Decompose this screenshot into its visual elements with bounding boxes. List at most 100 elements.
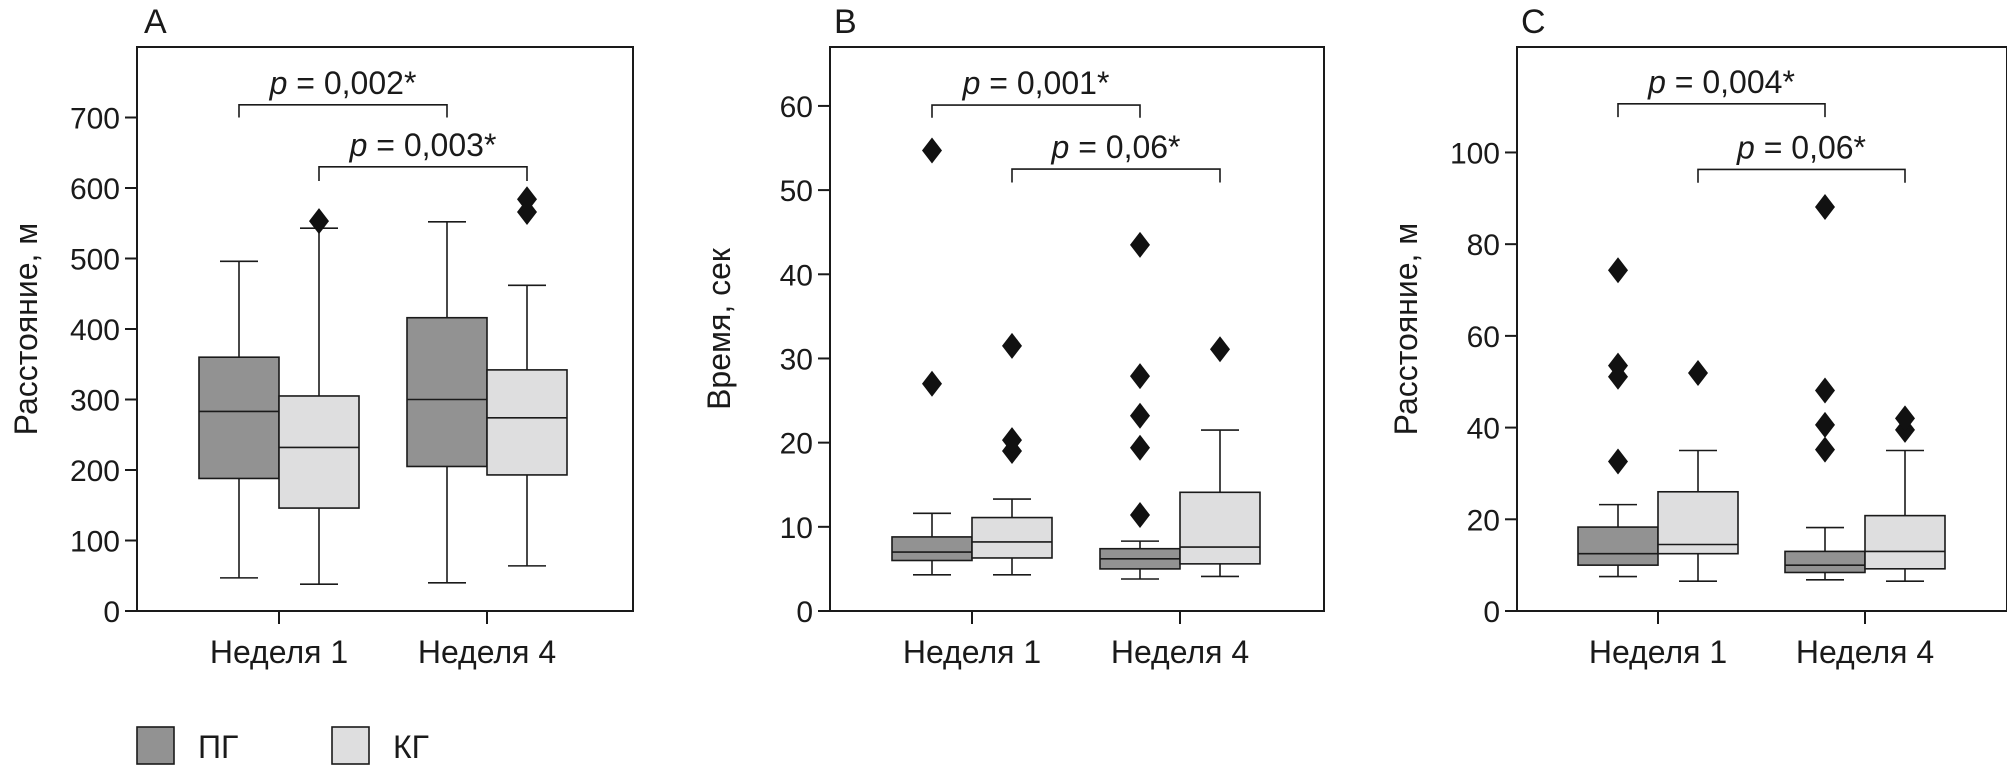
legend-label: КГ xyxy=(393,729,429,765)
y-tick-label: 0 xyxy=(103,596,120,629)
box-kg-2 xyxy=(1179,336,1261,578)
legend-swatch xyxy=(331,726,370,765)
significance-bracket xyxy=(1011,168,1221,183)
panel-letter: B xyxy=(834,3,857,41)
significance-bracket xyxy=(931,104,1141,118)
outlier-marker xyxy=(1130,231,1150,258)
outlier-marker xyxy=(1130,434,1150,461)
outlier-marker xyxy=(922,137,942,164)
box-pg-1 xyxy=(891,137,973,576)
y-tick-label: 600 xyxy=(70,173,120,206)
box-iqr xyxy=(891,536,973,562)
outlier-marker xyxy=(922,370,942,397)
p-value-label: p = 0,002* xyxy=(269,65,417,101)
y-tick-label: 200 xyxy=(70,455,120,488)
p-value-label: p = 0,004* xyxy=(1647,64,1795,100)
p-value-label: p = 0,001* xyxy=(962,65,1110,101)
y-tick-label: 100 xyxy=(1450,137,1500,170)
outlier-marker xyxy=(1608,352,1628,379)
box-iqr xyxy=(971,516,1053,559)
significance-bracket xyxy=(1697,168,1906,183)
outlier-marker xyxy=(1130,502,1150,529)
y-axis-title: Время, сек xyxy=(701,247,737,410)
box-iqr xyxy=(198,356,280,480)
y-tick-label: 700 xyxy=(70,103,120,136)
x-category-label: Неделя 4 xyxy=(418,634,556,670)
legend-item-pg: ПГ xyxy=(136,726,238,765)
y-tick-label: 50 xyxy=(780,175,813,208)
outlier-marker xyxy=(517,186,537,213)
panel-a: A 0 100 200 300 400 500 600 700 Расстояние, м Неде… xyxy=(8,3,634,670)
y-tick-label: 0 xyxy=(796,596,813,629)
y-tick-label: 40 xyxy=(780,259,813,292)
panel-c: C 0 20 40 60 80 100 Расстояние, м Неделя 1 Неделя… xyxy=(1388,3,2007,670)
panel-letter: A xyxy=(144,3,167,41)
x-category-label: Неделя 1 xyxy=(1589,634,1727,670)
box-kg-1 xyxy=(971,332,1053,576)
p-value-label: p = 0,06* xyxy=(1051,129,1181,165)
outlier-marker xyxy=(1210,336,1230,363)
box-iqr xyxy=(1784,550,1866,574)
box-iqr xyxy=(486,369,568,476)
box-kg-2 xyxy=(486,186,568,567)
p-value-label: p = 0,06* xyxy=(1736,129,1866,165)
y-tick-label: 80 xyxy=(1467,229,1500,262)
box-kg-1 xyxy=(278,208,360,586)
y-tick-label: 300 xyxy=(70,385,120,418)
panel-letter: C xyxy=(1521,3,1546,41)
box-pg-1 xyxy=(1577,257,1659,578)
plot-frame xyxy=(1516,46,2007,612)
outlier-marker xyxy=(1130,363,1150,390)
box-pg-2 xyxy=(1099,231,1181,580)
y-axis-title: Расстояние, м xyxy=(1388,223,1424,436)
y-tick-label: 40 xyxy=(1467,413,1500,446)
outlier-marker xyxy=(1002,427,1022,454)
significance-bracket xyxy=(1617,103,1826,118)
legend-swatch xyxy=(136,726,175,765)
box-iqr xyxy=(406,316,488,468)
outlier-marker xyxy=(309,208,329,235)
x-category-label: Неделя 1 xyxy=(210,634,348,670)
box-kg-2 xyxy=(1864,405,1946,582)
y-tick-label: 10 xyxy=(780,512,813,545)
outlier-marker xyxy=(1815,436,1835,463)
y-tick-label: 30 xyxy=(780,343,813,376)
legend: ПГ КГ xyxy=(136,726,429,765)
outlier-marker xyxy=(1608,448,1628,475)
outlier-marker xyxy=(1815,411,1835,438)
outlier-marker xyxy=(1002,332,1022,359)
y-tick-label: 0 xyxy=(1483,596,1500,629)
y-tick-label: 100 xyxy=(70,526,120,559)
plot-frame xyxy=(829,46,1325,612)
significance-bracket xyxy=(238,104,448,118)
legend-label: ПГ xyxy=(198,729,238,765)
box-pg-2 xyxy=(406,221,488,584)
outlier-marker xyxy=(1688,360,1708,387)
y-tick-label: 60 xyxy=(1467,321,1500,354)
outlier-marker xyxy=(1815,194,1835,221)
panel-b: B 0 10 20 30 40 50 60 Время, сек Неделя 1 Неделя 4… xyxy=(701,3,1325,670)
y-tick-label: 60 xyxy=(780,91,813,124)
outlier-marker xyxy=(1130,402,1150,429)
x-category-label: Неделя 4 xyxy=(1796,634,1934,670)
p-value-label: p = 0,003* xyxy=(349,127,497,163)
outlier-marker xyxy=(1895,405,1915,432)
box-iqr xyxy=(1179,491,1261,565)
box-iqr xyxy=(278,395,360,509)
legend-item-kg: КГ xyxy=(331,726,429,765)
y-tick-label: 500 xyxy=(70,244,120,277)
x-category-label: Неделя 1 xyxy=(903,634,1041,670)
outlier-marker xyxy=(1608,257,1628,284)
significance-bracket xyxy=(318,166,528,181)
box-iqr xyxy=(1577,526,1659,566)
y-tick-label: 20 xyxy=(1467,504,1500,537)
outlier-marker xyxy=(1815,377,1835,404)
x-category-label: Неделя 4 xyxy=(1111,634,1249,670)
y-axis-title: Расстояние, м xyxy=(8,223,44,436)
box-pg-1 xyxy=(198,260,280,579)
box-pg-2 xyxy=(1784,194,1866,581)
box-kg-1 xyxy=(1657,360,1739,582)
box-iqr xyxy=(1657,490,1739,555)
box-iqr xyxy=(1864,514,1946,570)
